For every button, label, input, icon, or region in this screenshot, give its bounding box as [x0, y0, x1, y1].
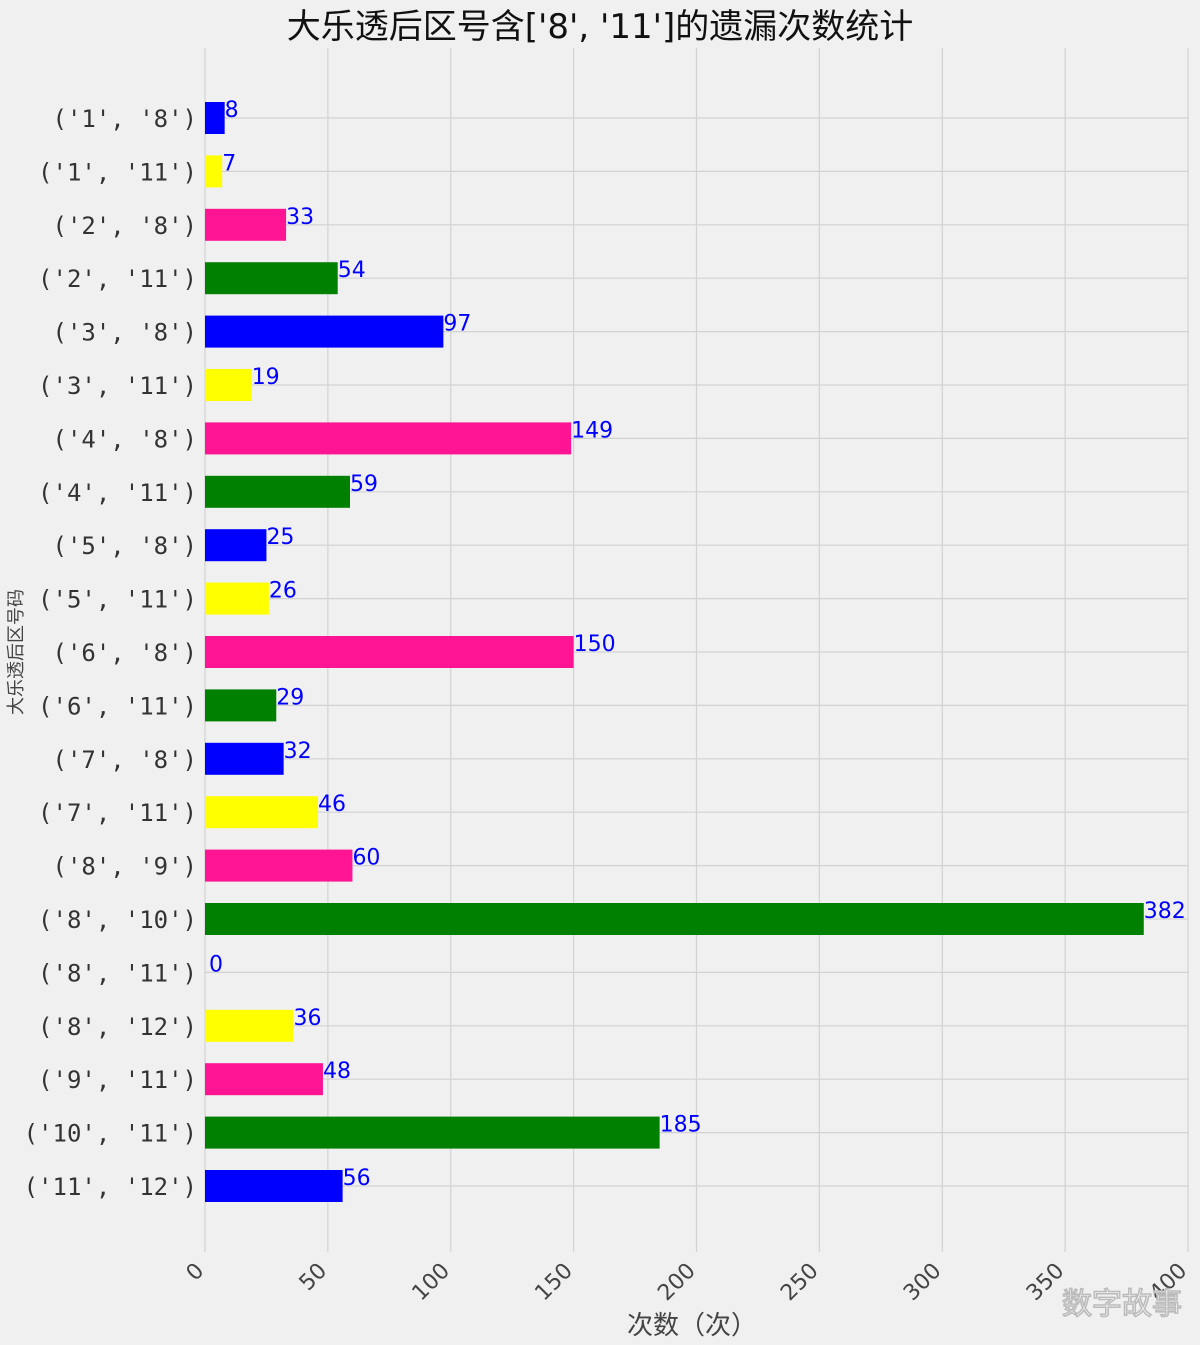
bar: [205, 262, 338, 295]
bar: [205, 903, 1144, 935]
y-tick-label: ('1', '8'): [53, 105, 198, 133]
y-tick-label: ('3', '8'): [53, 319, 198, 347]
y-tick-label: ('10', '11'): [24, 1120, 197, 1148]
bar: [205, 849, 353, 882]
chart-title: 大乐透后区号含['8', '11']的遗漏次数统计: [287, 7, 913, 47]
data-label: 0: [209, 952, 223, 977]
data-label: 60: [352, 846, 380, 871]
y-tick-label: ('8', '9'): [53, 853, 198, 881]
data-labels: 8 7 33 54 97 19 149 59 25 26 150 29 32 46 60 382 0 36 48 18…: [209, 98, 1186, 1191]
y-tick-labels: ('1', '8') ('1', '11') ('2', '8') ('2', '11…: [24, 105, 197, 1201]
bar: [205, 208, 287, 241]
data-label: 382: [1144, 899, 1186, 924]
x-tick-label: 0: [182, 1259, 210, 1287]
bar: [205, 369, 252, 401]
y-tick-label: ('4', '8'): [53, 425, 198, 453]
y-tick-label: ('2', '11'): [38, 265, 197, 293]
watermark: 数字故事: [1062, 1287, 1182, 1322]
y-tick-label: ('2', '8'): [53, 212, 198, 240]
data-label: 54: [338, 258, 366, 283]
bar: [205, 155, 223, 188]
data-label: 8: [225, 98, 239, 123]
data-label: 56: [343, 1166, 371, 1191]
x-tick-label: 50: [295, 1259, 332, 1296]
y-tick-label: ('8', '10'): [38, 906, 197, 934]
data-label: 25: [266, 525, 294, 550]
bar: [205, 529, 267, 562]
data-label: 32: [284, 739, 312, 764]
data-label: 29: [276, 685, 304, 710]
x-axis-label: 次数（次）: [627, 1311, 757, 1341]
bar: [205, 1009, 294, 1042]
y-tick-label: ('8', '11'): [38, 959, 197, 987]
bar: [205, 1116, 660, 1149]
x-tick-label: 250: [776, 1259, 823, 1306]
y-tick-label: ('6', '8'): [53, 639, 198, 667]
bar: [205, 422, 572, 455]
bar: [205, 102, 225, 134]
y-tick-label: ('4', '11'): [38, 479, 197, 507]
data-label: 33: [286, 205, 314, 230]
y-tick-label: ('7', '11'): [38, 799, 197, 827]
data-label: 7: [222, 151, 236, 176]
bar: [205, 475, 350, 508]
bars: [205, 102, 1144, 1202]
data-label: 150: [574, 632, 616, 657]
data-label: 59: [350, 472, 378, 497]
bar: [205, 689, 277, 722]
data-label: 26: [269, 579, 297, 604]
bar: [205, 1063, 323, 1096]
bar: [205, 315, 444, 348]
x-tick-label: 150: [530, 1259, 577, 1306]
data-label: 185: [660, 1113, 702, 1138]
y-tick-label: ('5', '11'): [38, 586, 197, 614]
y-tick-label: ('8', '12'): [38, 1013, 197, 1041]
x-tick-labels: 0 50 100 150 200 250 300 350 400: [182, 1259, 1193, 1306]
data-label: 97: [443, 312, 471, 337]
y-tick-label: ('11', '12'): [24, 1173, 197, 1201]
x-tick-label: 200: [653, 1259, 700, 1306]
x-tick-label: 100: [408, 1259, 455, 1306]
bar: [205, 636, 574, 668]
bar: [205, 742, 284, 775]
data-label: 36: [293, 1006, 321, 1031]
y-tick-label: ('1', '11'): [38, 158, 197, 186]
y-tick-label: ('7', '8'): [53, 746, 198, 774]
y-tick-label: ('5', '8'): [53, 532, 198, 560]
data-label: 19: [252, 365, 280, 390]
y-tick-label: ('6', '11'): [38, 692, 197, 720]
y-tick-label: ('3', '11'): [38, 372, 197, 400]
y-tick-label: ('9', '11'): [38, 1066, 197, 1094]
x-tick-label: 300: [899, 1259, 946, 1306]
data-label: 149: [571, 418, 613, 443]
data-label: 48: [323, 1059, 351, 1084]
data-label: 46: [318, 792, 346, 817]
bar: [205, 796, 319, 829]
y-axis-label: 大乐透后区号码: [6, 589, 27, 715]
bar: [205, 582, 269, 615]
bar: [205, 1170, 343, 1202]
